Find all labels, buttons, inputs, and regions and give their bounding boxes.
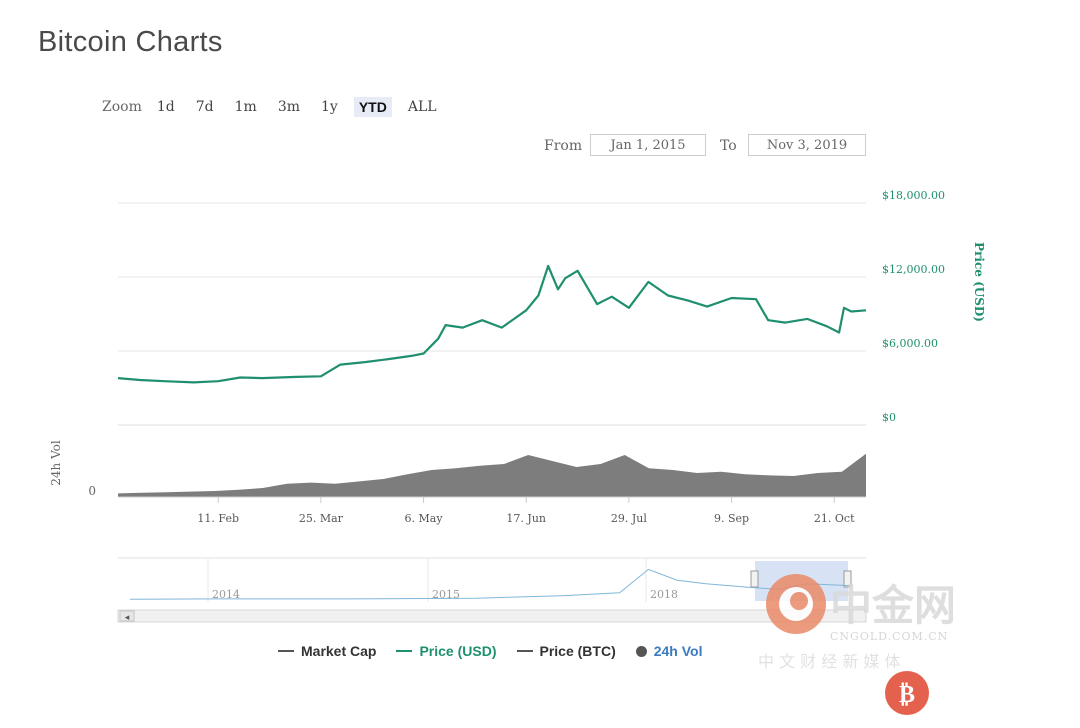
x-tick-label: 17. Jun <box>506 512 546 525</box>
zoom-7d-button[interactable]: 7d <box>195 99 214 115</box>
navigator-year-label: 2018 <box>650 588 678 601</box>
zoom-label: Zoom <box>102 99 142 115</box>
x-tick-label: 11. Feb <box>197 512 239 525</box>
x-tick-label: 21. Oct <box>814 512 855 525</box>
volume-area-shape <box>118 453 866 497</box>
range-from-input[interactable] <box>590 134 706 156</box>
navigator-right-handle[interactable] <box>843 570 852 588</box>
navigator-year-label: 2015 <box>432 588 460 601</box>
scroll-left-button[interactable] <box>119 610 135 622</box>
zoom-1y-button[interactable]: 1y <box>321 99 338 115</box>
navigator[interactable]: 2014 2015 2018 ◂ <box>117 557 867 623</box>
legend-item-24h-vol[interactable]: 24h Vol <box>635 643 703 659</box>
y-tick-label: $0 <box>882 411 896 424</box>
svg-text:₿: ₿ <box>899 679 915 708</box>
watermark-site: CNGOLD.COM.CN <box>830 630 948 643</box>
zoom-1m-button[interactable]: 1m <box>234 99 257 115</box>
x-axis-ticks: 11. Feb 25. Mar 6. May 17. Jun 29. Jul 9. Sep… <box>197 497 855 525</box>
navigator-scrollbar[interactable] <box>117 609 867 623</box>
legend-item-price-btc[interactable]: Price (BTC) <box>516 643 616 659</box>
zoom-selector: Zoom 1d 7d 1m 3m 1y YTD ALL <box>102 96 453 118</box>
bitcoin-logo-icon <box>885 671 929 715</box>
legend-label: Price (USD) <box>419 643 497 659</box>
y-tick-label: $18,000.00 <box>882 189 945 202</box>
chevron-left-icon: ◂ <box>125 613 130 623</box>
range-to-input[interactable] <box>748 134 866 156</box>
volume-axis-tick: 0 <box>88 484 96 498</box>
legend-label: Market Cap <box>301 643 377 659</box>
zoom-1d-button[interactable]: 1d <box>156 99 175 115</box>
price-axis-ticks: $0 $6,000.00 $12,000.00 $18,000.00 <box>882 189 945 424</box>
zoom-3m-button[interactable]: 3m <box>277 99 300 115</box>
watermark: 中金网 CNGOLD.COM.CN 中 文 财 经 新 媒 体 ₿ <box>758 574 956 715</box>
y-tick-label: $12,000.00 <box>882 263 945 276</box>
price-axis-title: Price (USD) <box>972 242 986 322</box>
navigator-left-handle[interactable] <box>750 570 759 588</box>
zoom-ytd-button[interactable]: YTD <box>353 97 392 117</box>
legend-item-market-cap[interactable]: Market Cap <box>278 643 376 659</box>
x-tick-label: 6. May <box>405 512 444 525</box>
price-gridlines <box>118 202 866 352</box>
legend-label: Price (BTC) <box>539 643 616 659</box>
x-tick-label: 25. Mar <box>299 512 344 525</box>
volume-area <box>118 453 866 497</box>
legend-label: 24h Vol <box>653 643 703 659</box>
price-usd-line <box>117 264 867 384</box>
range-to-label: To <box>720 138 737 154</box>
x-tick-label: 9. Sep <box>714 512 749 525</box>
volume-axis-title: 24h Vol <box>49 440 63 486</box>
x-tick-label: 29. Jul <box>611 512 647 525</box>
chart-legend: Market Cap Price (USD) Price (BTC) 24h V… <box>278 643 723 659</box>
legend-item-price-usd[interactable]: Price (USD) <box>396 643 497 659</box>
zoom-all-button[interactable]: ALL <box>407 99 437 115</box>
navigator-year-label: 2014 <box>212 588 240 601</box>
y-tick-label: $6,000.00 <box>882 337 938 350</box>
page-title: Bitcoin Charts <box>38 26 223 58</box>
watermark-subtitle: 中 文 财 经 新 媒 体 <box>758 652 901 671</box>
range-from-label: From <box>544 138 583 154</box>
watermark-brand: 中金网 <box>830 581 956 630</box>
